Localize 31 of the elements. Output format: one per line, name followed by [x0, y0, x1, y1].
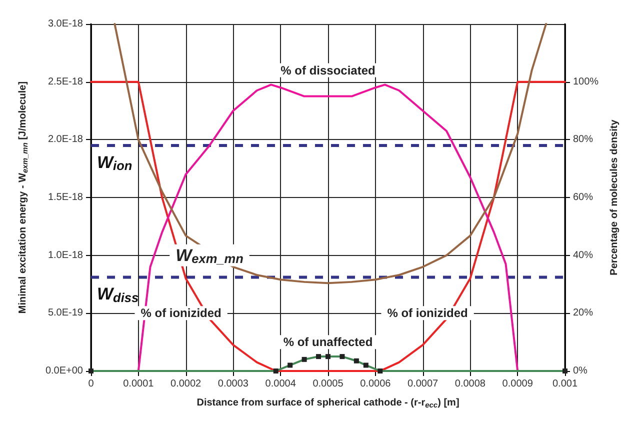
- y2-tick-label: 0%: [573, 366, 588, 376]
- x-tick-label: 0: [88, 378, 94, 390]
- x-tick-label: 0.0002: [170, 378, 202, 390]
- x-tick-label: 0.0005: [312, 378, 344, 390]
- annotation: % of dissociated: [280, 63, 376, 78]
- x-tick-label: 0.001: [552, 378, 578, 390]
- x-tick-label: 0.0008: [454, 378, 486, 390]
- y-tick-label: 0.0E+00: [45, 366, 84, 376]
- y2-tick-label: 100%: [573, 76, 599, 88]
- y2-tick-label: 40%: [573, 250, 594, 261]
- y2-tick-label: 80%: [573, 134, 594, 146]
- annotation: % of unaffected: [283, 335, 373, 350]
- y-tick-label: 5.0E-19: [48, 308, 84, 319]
- y-tick-label: 1.0E-18: [48, 250, 84, 261]
- x-tick-label: 0.0001: [123, 378, 154, 390]
- x-tick-label: 0.0003: [218, 378, 249, 390]
- line-series: [137, 84, 519, 372]
- x-tick-label: 0.0004: [265, 378, 296, 390]
- annotation: % of ionizided: [387, 306, 468, 320]
- line-series: [90, 80, 566, 374]
- annotation: % of ionizided: [140, 306, 222, 320]
- y2-axis-title: Percentage of molecules density: [608, 119, 620, 276]
- x-tick-label: 0.0009: [502, 378, 534, 390]
- y-tick-label: 1.5E-18: [48, 192, 84, 203]
- x-tick-label: 0.0007: [408, 378, 439, 390]
- y2-tick-label: 60%: [573, 192, 594, 203]
- y-tick-label: 2.0E-18: [48, 134, 84, 146]
- y-tick-label: 2.5E-18: [48, 76, 84, 88]
- y2-tick-label: 20%: [573, 308, 594, 319]
- x-tick-label: 0.0006: [360, 378, 392, 390]
- y-tick-label: 3.0E-18: [48, 18, 84, 30]
